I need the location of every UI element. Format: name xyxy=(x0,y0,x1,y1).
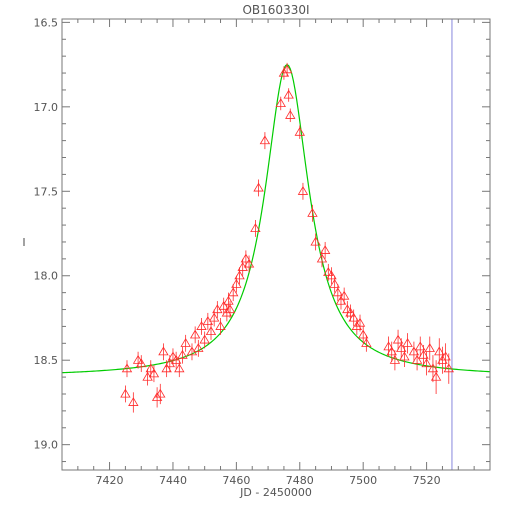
data-point xyxy=(221,307,233,317)
data-point xyxy=(177,349,188,359)
data-point xyxy=(294,126,305,136)
y-tick-label: 19.0 xyxy=(34,439,59,452)
data-point xyxy=(418,349,429,359)
data-point xyxy=(120,388,131,398)
data-point xyxy=(297,186,309,195)
y-tick-label: 18.5 xyxy=(34,354,59,367)
data-point xyxy=(437,354,448,364)
data-point xyxy=(158,346,169,356)
y-tick-label: 17.5 xyxy=(34,185,59,198)
data-point xyxy=(392,334,404,344)
data-point xyxy=(155,388,166,398)
data-point xyxy=(281,64,293,74)
data-point xyxy=(307,207,318,217)
x-axis-title: JD - 2450000 xyxy=(239,486,312,499)
data-point xyxy=(326,270,337,280)
data-point xyxy=(351,321,363,330)
data-point xyxy=(180,338,191,347)
plot-frame xyxy=(61,18,491,471)
data-point xyxy=(285,109,296,119)
data-point xyxy=(224,304,236,314)
data-point xyxy=(121,363,133,373)
data-point xyxy=(421,358,432,368)
data-point xyxy=(354,317,366,327)
data-point xyxy=(310,236,321,246)
data-point xyxy=(345,307,356,317)
data-point xyxy=(259,135,271,145)
y-tick-label: 16.5 xyxy=(34,16,59,29)
y-tick-label: 17.0 xyxy=(34,101,59,114)
data-point xyxy=(199,334,210,344)
data-point xyxy=(231,278,242,288)
data-point xyxy=(408,346,420,356)
data-point xyxy=(275,98,286,108)
data-point xyxy=(240,253,252,263)
data-point xyxy=(430,371,442,381)
data-point xyxy=(386,346,397,356)
data-point xyxy=(357,329,369,339)
data-point xyxy=(319,245,331,254)
tick-layer: 7420 7440 7460 7480 7500 7520 16.5 17.0 17.5 18.0… xyxy=(34,16,490,487)
data-point xyxy=(440,351,451,361)
data-point xyxy=(128,397,139,406)
x-tick-label: 7500 xyxy=(349,474,377,487)
data-point xyxy=(196,321,207,330)
data-point xyxy=(283,89,294,99)
data-point xyxy=(205,326,217,336)
data-point xyxy=(228,287,239,297)
data-point xyxy=(415,341,426,351)
data-point xyxy=(316,253,328,263)
data-point xyxy=(443,363,454,373)
data-point xyxy=(411,354,423,364)
data-point xyxy=(174,363,185,373)
data-point xyxy=(189,329,201,339)
data-point xyxy=(148,368,160,378)
data-point xyxy=(329,278,340,288)
data-point xyxy=(389,354,401,364)
data-point xyxy=(250,223,261,233)
data-point xyxy=(348,312,359,322)
chart-title: OB160330I xyxy=(242,3,309,17)
data-point xyxy=(427,363,439,373)
data-point xyxy=(253,182,264,192)
y-tick-label: 18.0 xyxy=(34,270,59,283)
x-tick-label: 7440 xyxy=(159,474,187,487)
data-point xyxy=(323,267,334,276)
x-tick-label: 7420 xyxy=(96,474,124,487)
data-point xyxy=(335,295,347,305)
data-point xyxy=(402,338,413,347)
data-point xyxy=(223,295,234,305)
x-tick-label: 7520 xyxy=(413,474,441,487)
data-point xyxy=(193,343,204,352)
data-point xyxy=(132,354,144,364)
data-point xyxy=(396,343,407,352)
data-point xyxy=(332,287,344,297)
data-point xyxy=(151,392,163,401)
x-tick-label: 7480 xyxy=(286,474,314,487)
data-point xyxy=(399,351,410,361)
data-point xyxy=(145,363,156,373)
data-point xyxy=(424,343,435,352)
data-point xyxy=(215,321,226,330)
data-point xyxy=(383,341,394,351)
data-point xyxy=(338,290,350,300)
data-point xyxy=(136,358,147,368)
data-point xyxy=(243,258,255,268)
data-point xyxy=(278,67,290,77)
data-point xyxy=(161,363,172,373)
data-point xyxy=(234,270,245,280)
model-curve xyxy=(61,63,491,374)
x-tick-label: 7460 xyxy=(222,474,250,487)
data-point xyxy=(208,312,220,322)
data-point xyxy=(167,351,179,361)
data-point xyxy=(342,304,353,314)
data-point xyxy=(218,300,229,310)
data-point xyxy=(434,346,445,356)
plot-content xyxy=(61,19,491,470)
y-axis-title: I xyxy=(22,236,25,249)
data-point xyxy=(361,338,372,347)
data-point xyxy=(170,354,182,364)
